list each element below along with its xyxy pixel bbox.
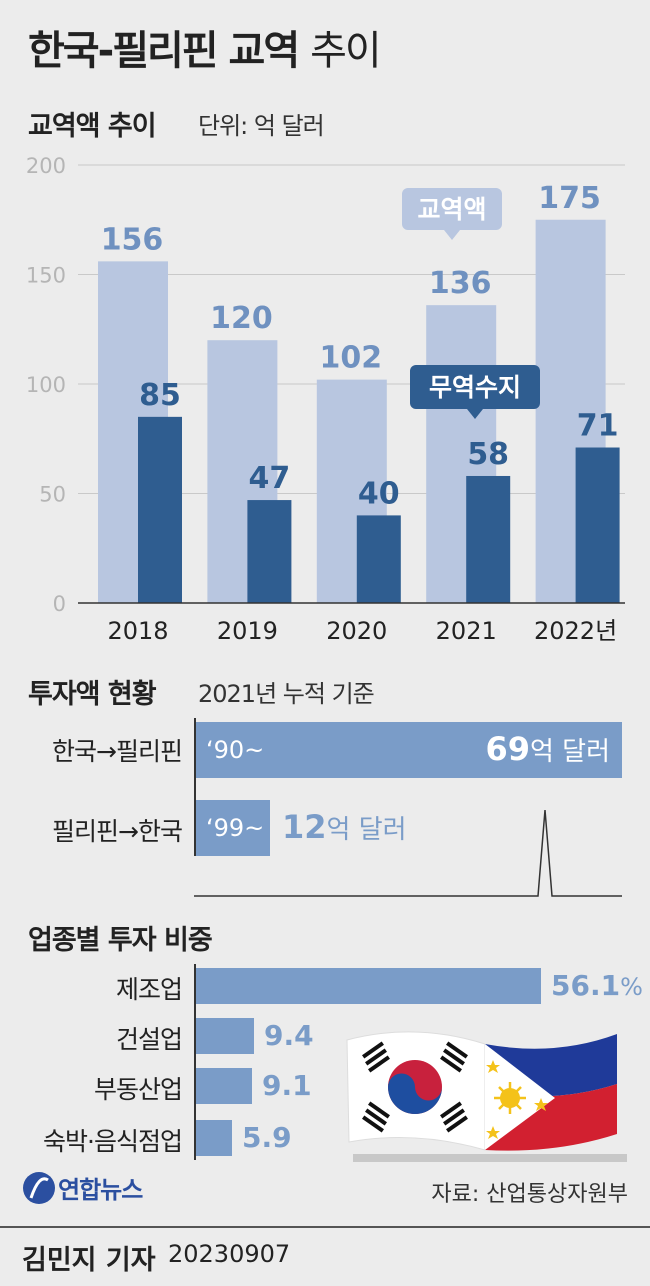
x-tick-label-0: 2018	[107, 617, 168, 645]
x-tick-label-1: 2019	[217, 617, 278, 645]
flags-illustration	[346, 1031, 627, 1162]
philippines-flag-icon	[485, 1034, 617, 1151]
sector-label-1: 건설업	[115, 1025, 183, 1054]
yonhap-logo-icon	[23, 1171, 55, 1204]
yonhap-logo: 연합뉴스	[22, 1170, 143, 1205]
trade-volume-label-4: 175	[538, 181, 601, 216]
trade-unit: 단위: 억 달러	[198, 112, 325, 140]
trade-balance-callout-pointer	[467, 409, 483, 419]
page-title: 한국-필리핀 교역 추이	[28, 18, 382, 76]
investment-value-1: 12억 달러	[282, 808, 407, 846]
trade-balance-callout-label: 무역수지	[429, 373, 521, 402]
investment-period-0: ‘90~	[206, 736, 265, 764]
investment-value-0: 69억 달러	[485, 730, 610, 768]
sector-bar-2	[196, 1068, 252, 1104]
sector-heading: 업종별 투자 비중	[28, 925, 213, 956]
trade-balance-label-0: 85	[139, 378, 181, 413]
investment-basis: 2021년 누적 기준	[198, 680, 375, 708]
trade-balance-bar-0	[138, 416, 182, 603]
sector-bar-3	[196, 1120, 232, 1156]
trade-balance-bar-3	[466, 475, 511, 603]
investment-heading: 투자액 현황	[28, 679, 157, 710]
korea-flag-icon	[346, 1031, 486, 1151]
trade-volume-callout-label: 교역액	[417, 195, 486, 224]
x-tick-label-2: 2020	[326, 617, 387, 645]
source-text: 자료: 산업통상자원부	[431, 1182, 628, 1207]
trade-balance-label-2: 40	[358, 476, 400, 511]
trade-balance-label-1: 47	[249, 461, 291, 496]
x-tick-label-3: 2021	[436, 617, 497, 645]
title-suffix: 추이	[310, 28, 382, 74]
logo-text: 연합뉴스	[58, 1176, 143, 1204]
trade-volume-label-0: 156	[101, 222, 164, 257]
trade-balance-label-3: 58	[467, 437, 509, 472]
sector-axis	[194, 964, 196, 1160]
sector-value-suffix-0: %	[620, 973, 643, 1001]
title-main: 한국-필리핀 교역	[28, 28, 300, 74]
trade-balance-bar-2	[356, 515, 401, 603]
trade-balance-bar-4	[575, 447, 620, 603]
sector-value-0: 56.1%	[551, 969, 643, 1002]
trade-volume-callout-box	[402, 188, 502, 230]
investment-number-0: 69	[485, 730, 530, 768]
y-tick-label-1: 50	[39, 483, 66, 507]
footer-divider	[0, 1226, 650, 1228]
sector-value-1: 9.4	[264, 1019, 314, 1052]
trade-volume-label-1: 120	[210, 301, 273, 336]
sector-value-3: 5.9	[242, 1121, 292, 1154]
investment-row-label-1: 필리핀→한국	[52, 817, 183, 846]
y-tick-label-2: 100	[26, 373, 66, 397]
trade-balance-bar-1	[247, 500, 292, 603]
sector-value-2: 9.1	[262, 1069, 312, 1102]
investment-axis	[194, 718, 196, 856]
investment-bar-1: ‘99~	[196, 800, 270, 856]
y-tick-label-3: 150	[26, 264, 66, 288]
x-tick-label-4: 2022년	[534, 617, 617, 645]
trade-bar-chart: 0 50 100 150 200 156 85 2018 120 47 2019 102 40 2020 1…	[26, 154, 625, 645]
trade-heading: 교역액 추이	[28, 111, 157, 142]
sector-label-0: 제조업	[115, 975, 183, 1004]
trade-volume-label-3: 136	[429, 266, 492, 301]
trade-volume-callout-pointer	[444, 230, 460, 240]
investment-unit-1: 억 달러	[326, 815, 407, 845]
investment-row-label-0: 한국→필리핀	[52, 737, 183, 766]
investment-number-1: 12	[282, 808, 327, 846]
investment-unit-0: 억 달러	[529, 737, 610, 767]
y-tick-label-4: 200	[26, 154, 66, 178]
publish-date: 20230907	[168, 1240, 291, 1268]
reporter-name: 김민지 기자	[22, 1245, 156, 1276]
y-tick-label-0: 0	[53, 592, 66, 616]
sector-label-3: 숙박·음식점업	[43, 1127, 183, 1156]
sector-label-2: 부동산업	[93, 1075, 183, 1104]
trade-volume-label-2: 102	[319, 341, 382, 376]
investment-period-1: ‘99~	[206, 814, 265, 842]
sector-bar-0	[196, 968, 541, 1004]
sector-bar-1	[196, 1018, 254, 1054]
trade-balance-callout-box	[410, 365, 540, 409]
scale-break-line	[194, 809, 622, 897]
trade-balance-label-4: 71	[577, 409, 619, 444]
investment-bar-0: ‘90~ 69억 달러	[196, 722, 622, 778]
